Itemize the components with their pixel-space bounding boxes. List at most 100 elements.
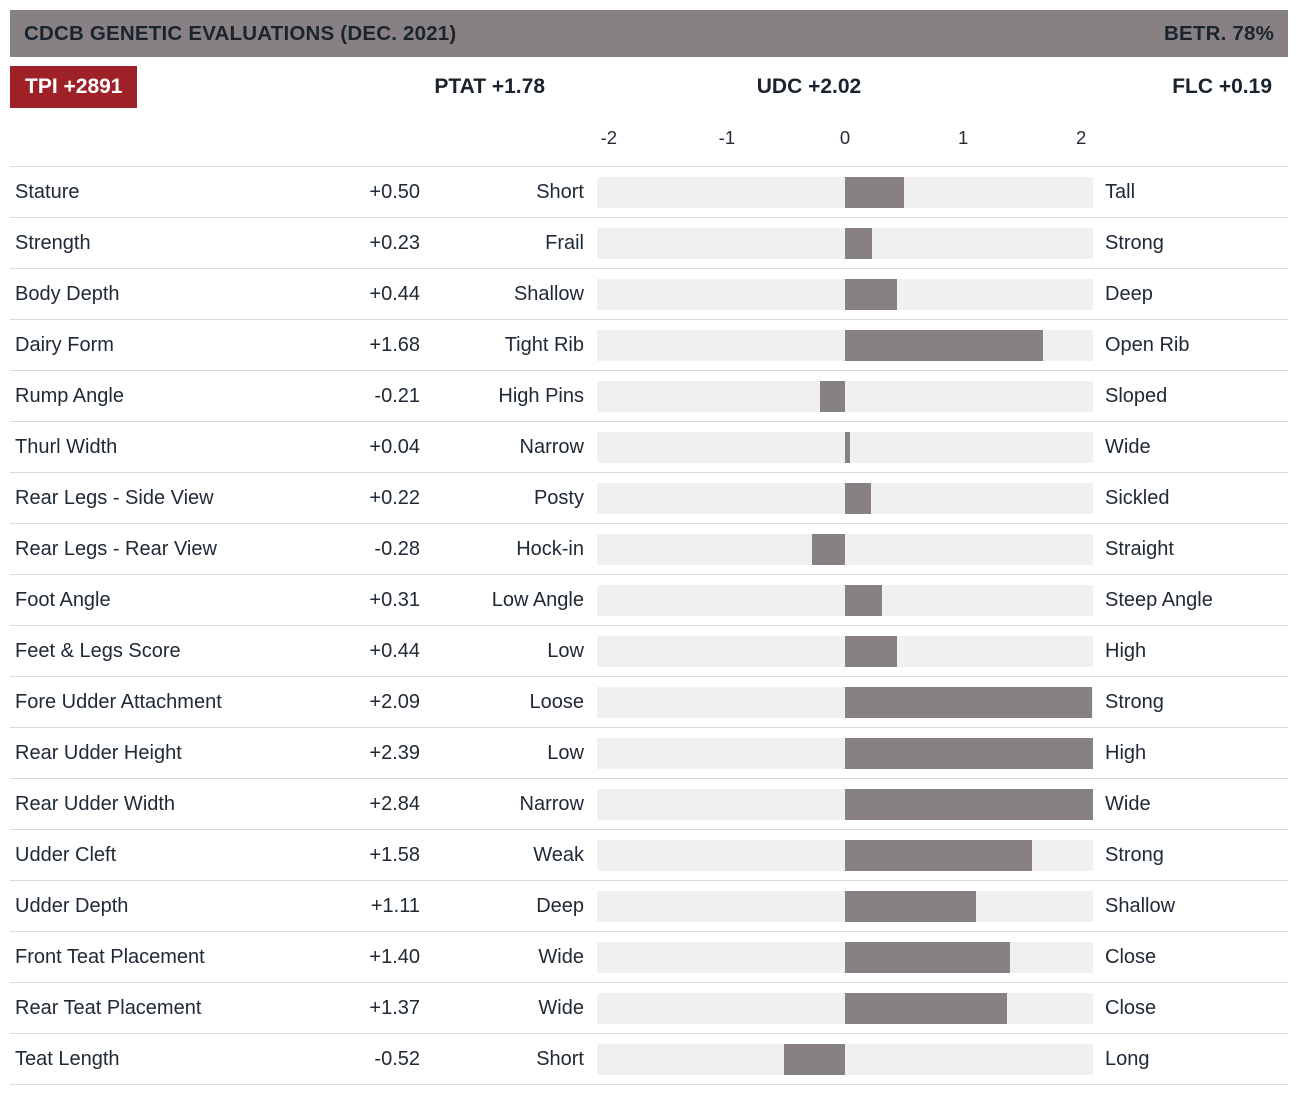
trait-bar: [845, 482, 871, 514]
low-end-label: Tight Rib: [504, 333, 584, 356]
trait-label: Rear Udder Height: [15, 741, 182, 764]
trait-row: Rump Angle -0.21 High Pins Sloped: [10, 370, 1288, 421]
trait-track: [597, 992, 1093, 1024]
trait-track: [597, 839, 1093, 871]
trait-value: +0.50: [369, 180, 420, 203]
trait-label: Teat Length: [15, 1047, 120, 1070]
high-end-label: Wide: [1105, 792, 1151, 815]
trait-track: [597, 227, 1093, 259]
trait-value: -0.52: [374, 1047, 420, 1070]
trait-track: [597, 329, 1093, 361]
trait-row: Udder Cleft +1.58 Weak Strong: [10, 829, 1288, 880]
trait-row: Dairy Form +1.68 Tight Rib Open Rib: [10, 319, 1288, 370]
high-end-label: Deep: [1105, 282, 1153, 305]
trait-bar: [845, 176, 905, 208]
trait-label: Udder Depth: [15, 894, 129, 917]
trait-track: [597, 737, 1093, 769]
trait-label: Fore Udder Attachment: [15, 690, 222, 713]
trait-bar: [845, 329, 1044, 361]
trait-row: Udder Depth +1.11 Deep Shallow: [10, 880, 1288, 931]
high-end-label: Close: [1105, 945, 1157, 968]
low-end-label: Short: [536, 1047, 584, 1070]
trait-bar: [845, 686, 1092, 718]
trait-value: +2.09: [369, 690, 420, 713]
trait-value: +0.04: [369, 435, 420, 458]
high-end-label: Shallow: [1105, 894, 1176, 917]
axis-ticks: -2 -1 0 1 2: [597, 110, 1093, 166]
flc-value: FLC +0.19: [1172, 75, 1272, 98]
trait-track: [597, 380, 1093, 412]
low-end-label: Weak: [533, 843, 584, 866]
trait-label: Rear Legs - Side View: [15, 486, 214, 509]
trait-row: Rear Legs - Rear View -0.28 Hock-in Stra…: [10, 523, 1288, 574]
trait-label: Rear Teat Placement: [15, 996, 202, 1019]
axis-tick: 2: [1076, 127, 1087, 148]
trait-track: [597, 431, 1093, 463]
high-end-label: Steep Angle: [1105, 588, 1213, 611]
trait-value: -0.28: [374, 537, 420, 560]
axis-tick: -1: [718, 127, 736, 148]
low-end-label: Low: [547, 741, 584, 764]
trait-row: Rear Udder Width +2.84 Narrow Wide: [10, 778, 1288, 829]
traits-table: Stature +0.50 Short Tall Strength +0.23 …: [10, 166, 1288, 1085]
low-end-label: Posty: [533, 486, 584, 509]
trait-value: +1.37: [369, 996, 420, 1019]
trait-bar: [845, 635, 897, 667]
axis-tick: 1: [957, 127, 969, 148]
trait-value: -0.21: [374, 384, 420, 407]
trait-label: Front Teat Placement: [15, 945, 205, 968]
low-end-label: Wide: [538, 996, 584, 1019]
trait-track: [597, 584, 1093, 616]
low-end-label: Frail: [545, 231, 584, 254]
trait-bar: [811, 533, 845, 565]
trait-value: +0.22: [369, 486, 420, 509]
trait-bar: [845, 839, 1032, 871]
low-end-label: Low Angle: [491, 588, 584, 611]
trait-bar: [783, 1043, 845, 1075]
reliability-badge: BETR. 78%: [1163, 21, 1274, 45]
axis-tick: -2: [600, 127, 618, 148]
trait-row: Teat Length -0.52 Short Long: [10, 1033, 1288, 1084]
trait-value: +2.39: [369, 741, 420, 764]
page-title: CDCB GENETIC EVALUATIONS (DEC. 2021): [24, 21, 457, 45]
trait-row: Thurl Width +0.04 Narrow Wide: [10, 421, 1288, 472]
trait-bar: [845, 227, 873, 259]
low-end-label: Narrow: [519, 792, 584, 815]
low-end-label: Loose: [529, 690, 585, 713]
low-end-label: Short: [536, 180, 584, 203]
high-end-label: Sickled: [1105, 486, 1170, 509]
trait-row: Body Depth +0.44 Shallow Deep: [10, 268, 1288, 319]
high-end-label: High: [1105, 741, 1147, 764]
trait-label: Strength: [15, 231, 91, 254]
low-end-label: Deep: [536, 894, 584, 917]
trait-row: Front Teat Placement +1.40 Wide Close: [10, 931, 1288, 982]
trait-label: Foot Angle: [15, 588, 111, 611]
trait-track: [597, 278, 1093, 310]
trait-track: [597, 788, 1093, 820]
trait-row: Foot Angle +0.31 Low Angle Steep Angle: [10, 574, 1288, 625]
low-end-label: Wide: [538, 945, 584, 968]
low-end-label: Shallow: [513, 282, 584, 305]
ptat-value: PTAT +1.78: [434, 75, 545, 98]
trait-bar: [845, 890, 977, 922]
trait-label: Stature: [15, 180, 80, 203]
trait-row: Rear Udder Height +2.39 Low High: [10, 727, 1288, 778]
trait-bar: [845, 737, 1093, 769]
high-end-label: Long: [1105, 1047, 1150, 1070]
trait-value: +0.23: [369, 231, 420, 254]
high-end-label: Tall: [1105, 180, 1136, 203]
high-end-label: High: [1105, 639, 1147, 662]
trait-bar: [845, 278, 897, 310]
trait-label: Rump Angle: [15, 384, 124, 407]
trait-track: [597, 1043, 1093, 1075]
trait-bar: [845, 788, 1093, 820]
trait-value: +1.58: [369, 843, 420, 866]
trait-track: [597, 176, 1093, 208]
trait-value: +1.11: [370, 894, 420, 917]
trait-track: [597, 533, 1093, 565]
trait-track: [597, 635, 1093, 667]
trait-row: Feet & Legs Score +0.44 Low High: [10, 625, 1288, 676]
high-end-label: Strong: [1105, 690, 1164, 713]
trait-label: Udder Cleft: [15, 843, 117, 866]
high-end-label: Close: [1105, 996, 1157, 1019]
